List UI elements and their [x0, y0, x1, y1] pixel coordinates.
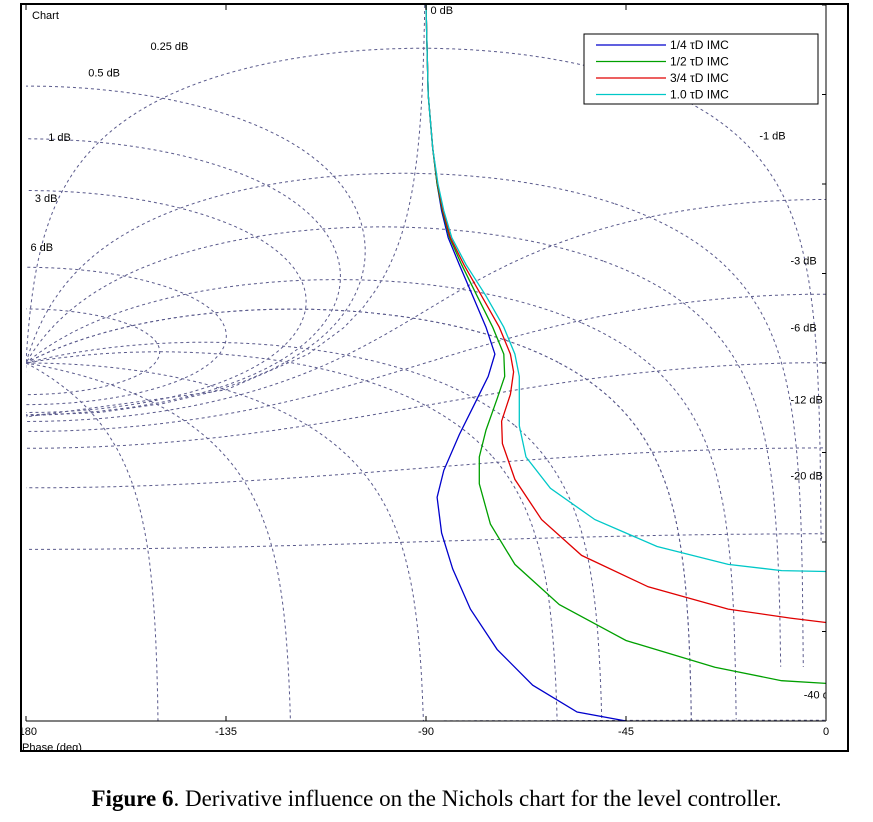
n-contour — [26, 172, 804, 668]
m-contour — [26, 85, 366, 417]
x-tick-label: -180 — [22, 726, 37, 738]
m-contour — [26, 447, 826, 489]
grid-labels: 0 dB 0.25 dB 0.5 dB 1 dB 3 dB 6 dB -1 dB -3 dB -… — [30, 5, 836, 702]
series-line-2 — [425, 5, 826, 685]
n-contour — [26, 308, 692, 721]
n-contour — [26, 279, 737, 720]
x-axis-label: Phase (deg) — [22, 742, 82, 750]
nichols-grid — [22, 5, 826, 750]
figure-caption: Figure 6. Derivative influence on the Ni… — [0, 786, 873, 812]
m-contour — [26, 199, 826, 423]
n-contour — [26, 47, 822, 543]
x-tick-label: -45 — [618, 726, 634, 738]
legend-box — [583, 33, 819, 105]
n-contour — [26, 341, 603, 721]
m-contour — [26, 308, 161, 396]
legend-entry: 3/4 τD IMC — [670, 71, 729, 85]
series-line-4 — [425, 5, 826, 573]
n-contour — [22, 363, 426, 750]
series-lines — [425, 5, 826, 721]
legend-entry: 1/4 τD IMC — [670, 38, 729, 52]
n-contour — [26, 351, 558, 721]
x-tick-label: -135 — [215, 726, 237, 738]
legend-entry: 1.0 τD IMC — [670, 88, 729, 102]
m-contour — [26, 266, 227, 406]
grid-label: -12 dB — [790, 394, 822, 406]
m-contour — [26, 293, 826, 433]
grid-label: 0 dB — [430, 5, 453, 17]
grid-label: 3 dB — [35, 193, 58, 205]
chart-title: Chart — [32, 10, 59, 22]
legend: 1/4 τD IMC 1/2 τD IMC 3/4 τD IMC 1.0 τD IMC — [583, 33, 819, 105]
m-contour — [26, 138, 341, 416]
n-contour — [26, 362, 159, 721]
m-contour — [26, 362, 826, 449]
caption-text: . Derivative influence on the Nichols ch… — [173, 786, 782, 811]
grid-label: -1 dB — [759, 130, 785, 142]
m-contour — [26, 533, 826, 550]
caption-label: Figure 6 — [91, 786, 174, 811]
grid-label: 0.5 dB — [88, 68, 120, 80]
legend-entry: 1/2 τD IMC — [670, 55, 729, 69]
n-contour — [26, 226, 782, 667]
n-contour — [26, 308, 692, 721]
m-contour — [26, 190, 307, 413]
grid-label: 1 dB — [48, 132, 71, 144]
x-tick-label: -90 — [418, 726, 434, 738]
grid-label: -20 dB — [790, 470, 822, 482]
x-tick-label: 0 — [823, 726, 829, 738]
grid-label: -40 dB — [804, 690, 836, 702]
grid-label: 0.25 dB — [150, 41, 188, 53]
grid-label: 6 dB — [30, 242, 53, 254]
chart-frame: Chart 0 dB 0.25 dB 0.5 dB 1 dB 3 dB 6 dB -1 dB… — [20, 3, 849, 752]
grid-label: -3 dB — [790, 256, 816, 268]
grid-label: -6 dB — [790, 323, 816, 335]
axes: -180 -135 -90 -45 0 — [22, 5, 829, 738]
nichols-chart: Chart 0 dB 0.25 dB 0.5 dB 1 dB 3 dB 6 dB -1 dB… — [22, 5, 836, 750]
